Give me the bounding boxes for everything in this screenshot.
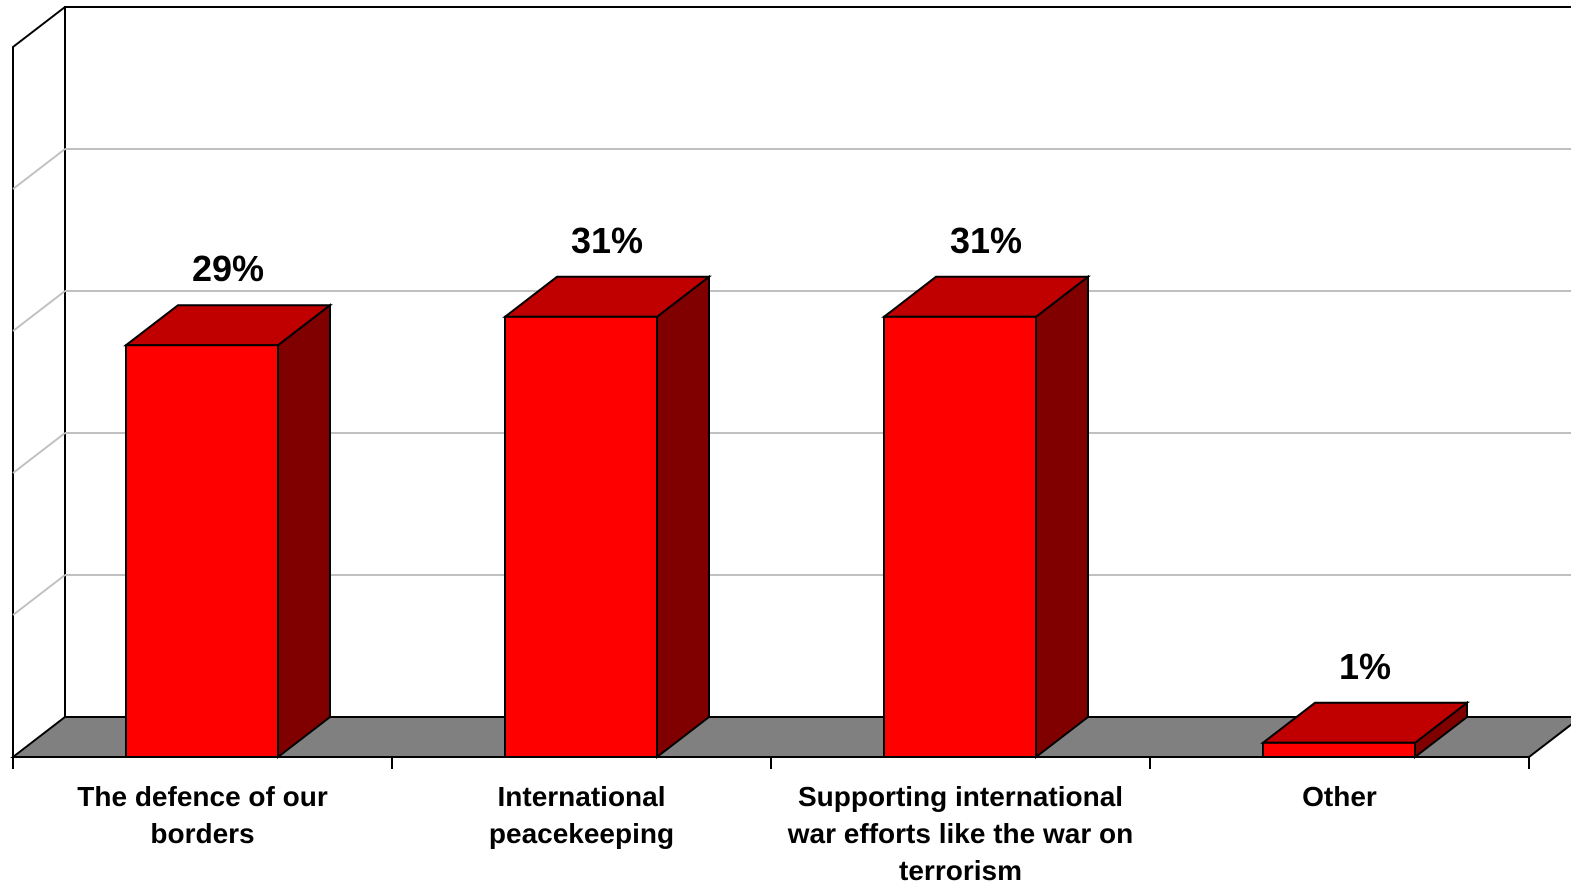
- value-label: 1%: [1339, 646, 1391, 687]
- category-label-line: Other: [1302, 781, 1377, 812]
- gridline-side: [12, 148, 66, 190]
- bar-side: [277, 303, 331, 760]
- bar-front: [883, 315, 1037, 758]
- bar: [881, 274, 1091, 760]
- category-label: Supporting international war efforts like…: [787, 781, 1133, 886]
- bar-front: [504, 315, 658, 758]
- side-wall-edge: [12, 6, 66, 757]
- category-label-line: war efforts like the war on: [787, 818, 1133, 849]
- category-label: Other: [1302, 781, 1377, 812]
- bar-side: [1035, 274, 1089, 760]
- category-label-line: terrorism: [899, 855, 1022, 886]
- category-label-line: International: [497, 781, 665, 812]
- gridline-side: [12, 574, 66, 616]
- x-axis: [12, 756, 1530, 769]
- bar: [502, 274, 712, 760]
- bar-side: [656, 274, 710, 760]
- category-label-line: The defence of our: [77, 781, 328, 812]
- value-label: 31%: [950, 220, 1022, 261]
- category-label: International peacekeeping: [489, 781, 674, 849]
- category-labels: The defence of our borders International pe…: [77, 781, 1377, 886]
- bar: [123, 303, 333, 760]
- category-label-line: Supporting international: [798, 781, 1123, 812]
- category-label-line: borders: [150, 818, 254, 849]
- category-label: The defence of our borders: [77, 781, 328, 849]
- value-label: 29%: [192, 248, 264, 289]
- chart-walls: [12, 6, 1571, 757]
- gridline-side: [12, 432, 66, 474]
- bar-front: [1262, 741, 1416, 758]
- category-label-line: peacekeeping: [489, 818, 674, 849]
- value-labels: 29% 31% 31% 1%: [192, 220, 1391, 687]
- bars: [123, 274, 1470, 760]
- gridline-side: [12, 290, 66, 332]
- bar: [1260, 700, 1470, 760]
- value-label: 31%: [571, 220, 643, 261]
- bar-front: [125, 344, 279, 758]
